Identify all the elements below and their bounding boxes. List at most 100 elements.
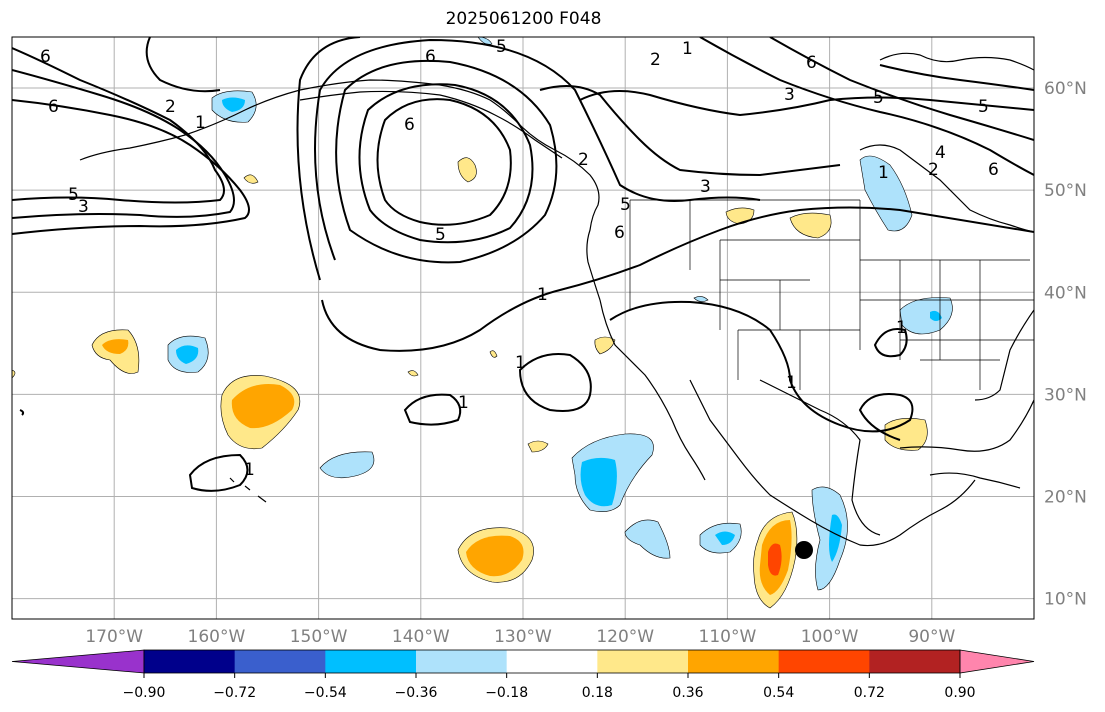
anomaly-area: [407, 370, 419, 377]
anomaly-area: [899, 297, 953, 335]
alaska-coast: [299, 90, 563, 159]
colorbar-tick-label: 0.72: [854, 685, 885, 701]
colorbar-tick-label: −0.72: [213, 685, 256, 701]
anomaly-area: [466, 535, 524, 577]
anomaly-area: [489, 350, 498, 358]
anomaly-area: [829, 514, 842, 562]
contour-label: 3: [78, 197, 89, 217]
colorbar-tick-label: −0.36: [395, 685, 438, 701]
colorbar-tick-label: 0.54: [763, 685, 794, 701]
contour-line: [769, 37, 1034, 141]
contour-label: 2: [650, 50, 661, 70]
contour-line: [321, 206, 1034, 352]
anomaly-area: [715, 531, 735, 545]
longitude-tick-label: 120°W: [596, 627, 654, 647]
contour-label: 5: [68, 185, 79, 205]
contour-label: 1: [896, 318, 907, 338]
colorbar-tick-label: −0.90: [123, 685, 166, 701]
colorbar-segment: [234, 650, 326, 673]
contour-label: 1: [537, 285, 548, 305]
colorbar: −0.90 −0.72 −0.54 −0.36 −0.18 0.18 0.36 0.54 0.7…: [11, 649, 1035, 701]
contour-line: [873, 328, 908, 358]
west-coast: [79, 79, 601, 301]
anomaly-area: [231, 384, 295, 429]
latitude-labels: 10°N 20°N 30°N 40°N 50°N 60°N: [1044, 79, 1087, 610]
cuba: [929, 472, 1021, 489]
contour-label: 6: [988, 160, 999, 180]
colorbar-extend-low: [11, 649, 145, 674]
contour-line: [296, 37, 361, 281]
contour-line: [145, 37, 221, 93]
longitude-tick-label: 110°W: [699, 627, 757, 647]
colorbar-segment: [778, 650, 870, 673]
contour-line: [699, 37, 1034, 176]
colorbar-segment: [688, 650, 780, 673]
contour-label: 2: [578, 150, 589, 170]
contour-label: 1: [878, 163, 889, 183]
anomaly-area: [580, 457, 617, 507]
colorbar-segment: [597, 650, 689, 673]
colorbar-segment: [416, 650, 508, 673]
anomaly-area: [527, 440, 549, 453]
latitude-tick-label: 30°N: [1044, 385, 1087, 405]
anomaly-area: [222, 97, 245, 112]
plot-border: [11, 36, 1035, 620]
contour-line: [609, 300, 914, 441]
contour-label: 1: [195, 113, 206, 133]
colorbar-segment: [144, 650, 236, 673]
anomaly-area: [594, 336, 616, 355]
contour-label: 2: [928, 160, 939, 180]
contour-label: 6: [614, 223, 625, 243]
map-title: 2025061200 F048: [445, 9, 602, 29]
longitude-labels: 170°W 160°W 150°W 140°W 130°W 120°W 110°W 100°W…: [85, 627, 955, 647]
anomaly-area: [789, 212, 832, 239]
latitude-tick-label: 20°N: [1044, 487, 1087, 507]
contour-line: [579, 90, 1034, 117]
contour-label: 5: [978, 97, 989, 117]
anomaly-area: [457, 157, 477, 183]
colorbar-tick-label: −0.18: [485, 685, 528, 701]
contour-label: 5: [873, 88, 884, 108]
contour-label: 4: [935, 143, 946, 163]
anomaly-area: [693, 296, 709, 302]
contour-line: [12, 47, 225, 204]
canada-coast: [859, 144, 1034, 233]
longitude-tick-label: 140°W: [392, 627, 450, 647]
contour-line: [188, 453, 249, 492]
colorbar-tick-label: 0.36: [672, 685, 703, 701]
colorbar-tick-label: 0.90: [944, 685, 975, 701]
contour-line: [19, 409, 25, 416]
anomaly-area: [319, 451, 375, 479]
longitude-tick-label: 170°W: [85, 627, 143, 647]
anomaly-area: [243, 174, 259, 184]
contour-line: [376, 98, 512, 226]
contour-label: 1: [786, 373, 797, 393]
contour-line: [358, 83, 534, 244]
contour-line: [518, 353, 592, 412]
contour-label: 2: [165, 97, 176, 117]
hawaii-islands: [229, 477, 267, 503]
anomaly-area: [859, 155, 913, 232]
contour-line: [335, 59, 558, 264]
coastlines: [79, 52, 1034, 547]
contour-label: 6: [806, 53, 817, 73]
longitude-tick-label: 160°W: [188, 627, 246, 647]
contour-label: 1: [682, 39, 693, 59]
anomaly-area: [768, 543, 782, 576]
contour-label: 6: [404, 115, 415, 135]
colorbar-tick-label: 0.18: [582, 685, 613, 701]
east-coast: [974, 309, 1034, 401]
contour-line: [12, 69, 235, 219]
colorbar-outline: [143, 649, 961, 674]
colorbar-segment: [869, 650, 961, 673]
longitude-tick-label: 130°W: [494, 627, 552, 647]
anomaly-area: [176, 345, 199, 364]
anomaly-area: [930, 310, 942, 321]
contour-line: [314, 38, 761, 261]
longitude-tick-label: 100°W: [801, 627, 859, 647]
contour-label: 6: [425, 47, 436, 67]
contour-label: 6: [40, 47, 51, 67]
longitude-tick-label: 150°W: [290, 627, 348, 647]
contour-label: 1: [244, 460, 255, 480]
